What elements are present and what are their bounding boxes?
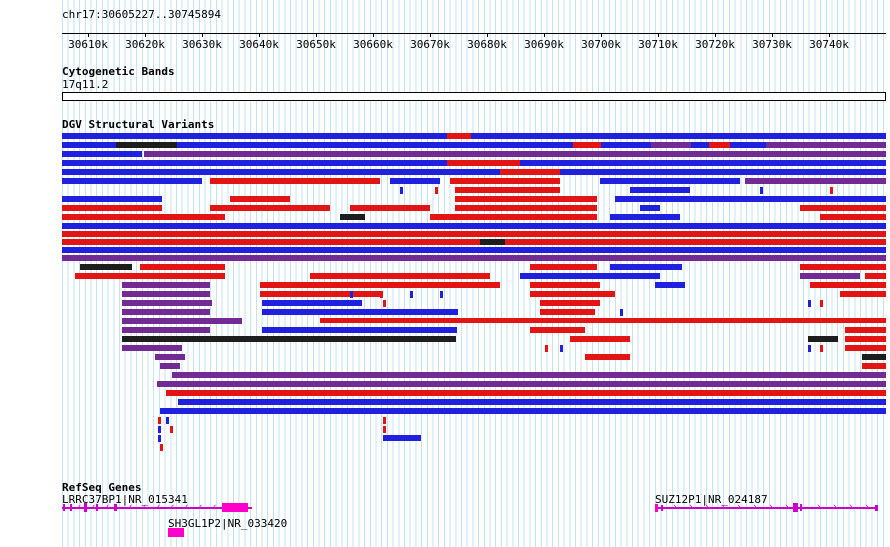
dgv-track-title: DGV Structural Variants <box>62 118 215 131</box>
cytoband-track-title: Cytogenetic Bands <box>62 65 175 78</box>
cytoband-name: 17q11.2 <box>62 78 109 91</box>
position-label: chr17:30605227..30745894 <box>62 8 221 21</box>
cytoband-ideogram[interactable] <box>62 92 886 101</box>
grid-background <box>62 0 888 547</box>
ruler-axis <box>62 33 886 34</box>
refseq-track-title: RefSeq Genes <box>62 481 142 494</box>
